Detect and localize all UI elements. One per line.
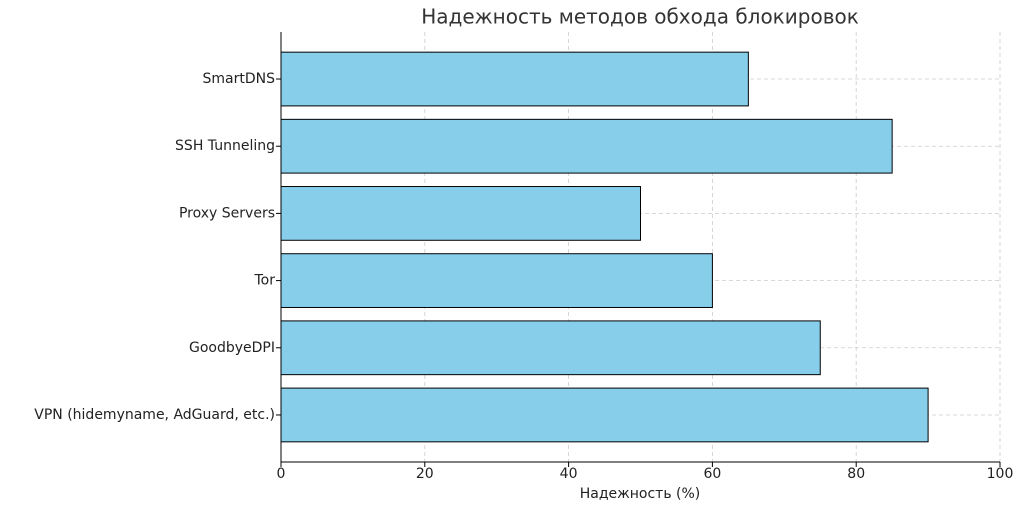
y-tick-label: SSH Tunneling (175, 138, 275, 154)
y-tick-label: Proxy Servers (179, 205, 275, 221)
y-tick-label: Tor (254, 273, 276, 289)
x-tick-label: 40 (560, 466, 578, 482)
x-tick-label: 0 (277, 466, 286, 482)
y-tick-label: SmartDNS (203, 71, 276, 87)
x-tick-label: 20 (416, 466, 434, 482)
bar (280, 387, 929, 443)
bar (280, 51, 749, 107)
y-tick-label: VPN (hidemyname, AdGuard, etc.) (34, 407, 275, 423)
chart-title: Надежность методов обхода блокировок (421, 5, 859, 29)
bar (280, 320, 821, 376)
y-tick-label: GoodbyeDPI (189, 340, 275, 356)
x-tick-label: 80 (847, 466, 865, 482)
bar (280, 118, 893, 174)
x-tick-label: 100 (987, 466, 1014, 482)
bar (280, 253, 713, 308)
x-axis-label: Надежность (%) (580, 486, 701, 502)
x-tick-label: 60 (703, 466, 721, 482)
bar (280, 186, 641, 241)
